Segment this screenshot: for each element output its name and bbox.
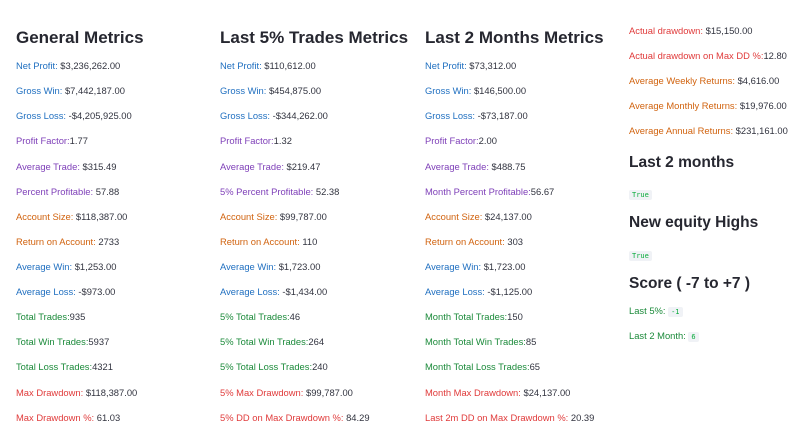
metric-total-trades: Total Trades:935: [16, 311, 86, 322]
metric-average-trade: Average Trade: $488.75: [425, 161, 526, 172]
metric-average-loss: Average Loss: -$1,125.00: [425, 286, 533, 297]
metric-total-trades: Month Total Trades:150: [425, 311, 523, 322]
metric-profit-factor: Profit Factor:2.00: [425, 135, 497, 146]
last-2-months-value: True: [629, 184, 652, 202]
metric-average-trade: Average Trade: $315.49: [16, 161, 117, 172]
metric-total-win-trades: Total Win Trades:5937: [16, 336, 110, 347]
metric-account-size: Account Size: $118,387.00: [16, 211, 128, 222]
metric-percent-profitable: Month Percent Profitable:56.67: [425, 186, 555, 197]
metric-average-trade: Average Trade: $219.47: [220, 161, 321, 172]
new-equity-highs-title: New equity Highs: [629, 214, 759, 231]
last5-metrics-title: Last 5% Trades Metrics: [220, 28, 409, 47]
metric-net-profit: Net Profit: $3,236,262.00: [16, 60, 121, 71]
metric-dd-on-max-drawdown-pct: Last 2m DD on Max Drawdown %: 20.39: [425, 412, 595, 423]
metric-average-win: Average Win: $1,723.00: [425, 261, 526, 272]
metric-average-annual-returns: Average Annual Returns: $231,161.00: [629, 125, 788, 136]
general-metrics-title: General Metrics: [16, 28, 144, 47]
metric-return-on-account: Return on Account: 110: [220, 236, 318, 247]
metric-total-loss-trades: 5% Total Loss Trades:240: [220, 361, 328, 372]
metric-max-drawdown-pct: Max Drawdown %: 61.03: [16, 412, 121, 423]
metric-return-on-account: Return on Account: 2733: [16, 236, 120, 247]
metric-total-win-trades: 5% Total Win Trades:264: [220, 336, 325, 347]
score-last2m: Last 2 Month: 6: [629, 330, 699, 343]
metric-average-loss: Average Loss: -$1,434.00: [220, 286, 328, 297]
metric-dd-on-max-drawdown-pct: 5% DD on Max Drawdown %: 84.29: [220, 412, 370, 423]
metric-average-win: Average Win: $1,253.00: [16, 261, 117, 272]
metric-total-win-trades: Month Total Win Trades:85: [425, 336, 537, 347]
metric-max-drawdown: Max Drawdown: $118,387.00: [16, 387, 138, 398]
metric-profit-factor: Profit Factor:1.32: [220, 135, 292, 146]
last-2-months-title: Last 2 months: [629, 154, 735, 171]
metric-net-profit: Net Profit: $110,612.00: [220, 60, 316, 71]
metric-gross-win: Gross Win: $7,442,187.00: [16, 85, 125, 96]
metric-max-drawdown: 5% Max Drawdown: $99,787.00: [220, 387, 353, 398]
metric-average-weekly-returns: Average Weekly Returns: $4,616.00: [629, 75, 780, 86]
metric-average-win: Average Win: $1,723.00: [220, 261, 321, 272]
metric-average-monthly-returns: Average Monthly Returns: $19,976.00: [629, 100, 787, 111]
metric-total-trades: 5% Total Trades:46: [220, 311, 301, 322]
metric-percent-profitable: Percent Profitable: 57.88: [16, 186, 120, 197]
metric-average-loss: Average Loss: -$973.00: [16, 286, 116, 297]
metric-gross-loss: Gross Loss: -$73,187.00: [425, 110, 528, 121]
metric-actual-drawdown: Actual drawdown: $15,150.00: [629, 25, 753, 36]
metric-gross-win: Gross Win: $146,500.00: [425, 85, 527, 96]
metric-gross-loss: Gross Loss: -$4,205,925.00: [16, 110, 132, 121]
metric-return-on-account: Return on Account: 303: [425, 236, 523, 247]
metric-gross-win: Gross Win: $454,875.00: [220, 85, 322, 96]
metric-actual-drawdown-pct: Actual drawdown on Max DD %:12.80: [629, 50, 787, 61]
metric-percent-profitable: 5% Percent Profitable: 52.38: [220, 186, 340, 197]
metric-total-loss-trades: Month Total Loss Trades:65: [425, 361, 541, 372]
new-equity-highs-value: True: [629, 245, 652, 263]
score-last5: Last 5%: -1: [629, 305, 683, 318]
metric-net-profit: Net Profit: $73,312.00: [425, 60, 517, 71]
metric-profit-factor: Profit Factor:1.77: [16, 135, 88, 146]
score-title: Score ( -7 to +7 ): [629, 275, 751, 292]
metric-account-size: Account Size: $99,787.00: [220, 211, 327, 222]
metric-max-drawdown: Month Max Drawdown: $24,137.00: [425, 387, 571, 398]
metric-account-size: Account Size: $24,137.00: [425, 211, 532, 222]
last2months-metrics-title: Last 2 Months Metrics: [425, 28, 604, 47]
metric-gross-loss: Gross Loss: -$344,262.00: [220, 110, 328, 121]
metric-total-loss-trades: Total Loss Trades:4321: [16, 361, 113, 372]
